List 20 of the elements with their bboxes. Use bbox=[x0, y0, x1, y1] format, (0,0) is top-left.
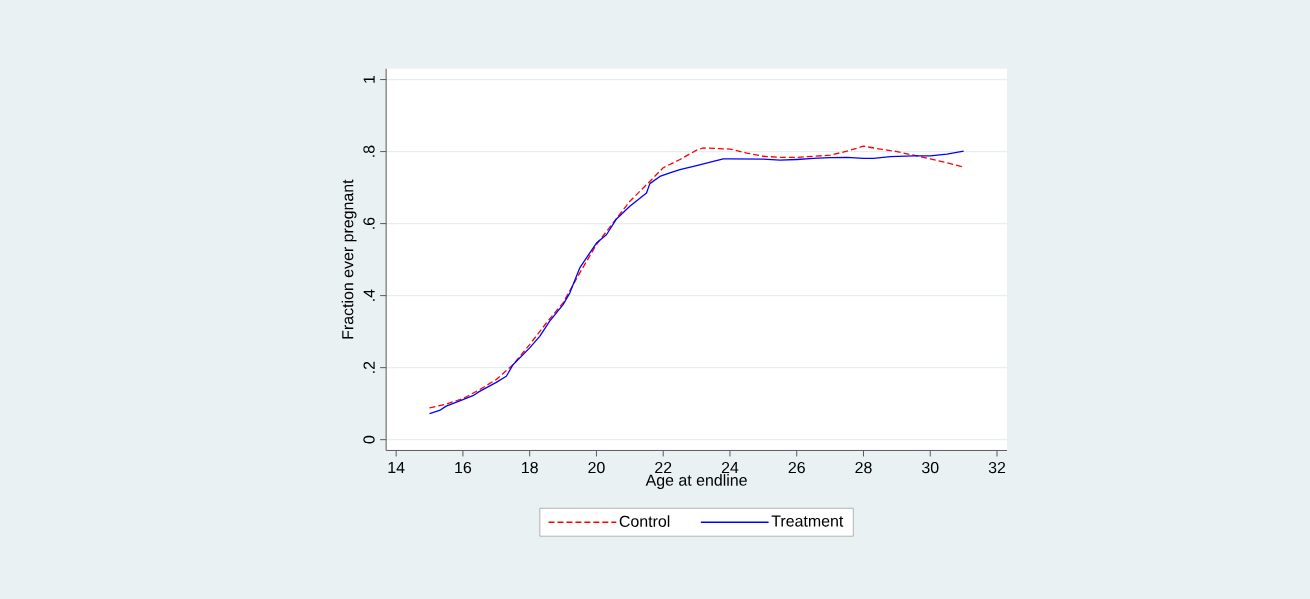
x-tick-label: 24 bbox=[721, 461, 739, 474]
x-tick-label: 32 bbox=[988, 461, 1006, 474]
x-tick-label: 16 bbox=[455, 461, 472, 474]
x-tick-label: 28 bbox=[855, 461, 872, 474]
x-tick-label: 26 bbox=[788, 461, 805, 474]
y-tick-label: .2 bbox=[363, 361, 375, 373]
x-tick-label: 14 bbox=[388, 461, 405, 473]
x-tick-label: 18 bbox=[522, 461, 538, 474]
y-tick-label: .8 bbox=[363, 145, 375, 157]
y-axis-title: Fraction ever pregnant bbox=[341, 179, 357, 339]
x-tick-label: 30 bbox=[921, 461, 939, 474]
x-tick-label: 20 bbox=[588, 461, 605, 474]
x-axis-title: Age at endline bbox=[645, 474, 747, 489]
y-tick-label: 0 bbox=[363, 435, 375, 444]
y-tick-label: .4 bbox=[363, 289, 375, 301]
x-tick-label: 22 bbox=[655, 461, 672, 474]
legend-label: Control bbox=[619, 515, 670, 527]
legend-label: Treatment bbox=[771, 515, 844, 527]
y-tick-label: .6 bbox=[363, 217, 375, 229]
y-tick-label: 1 bbox=[363, 75, 375, 83]
